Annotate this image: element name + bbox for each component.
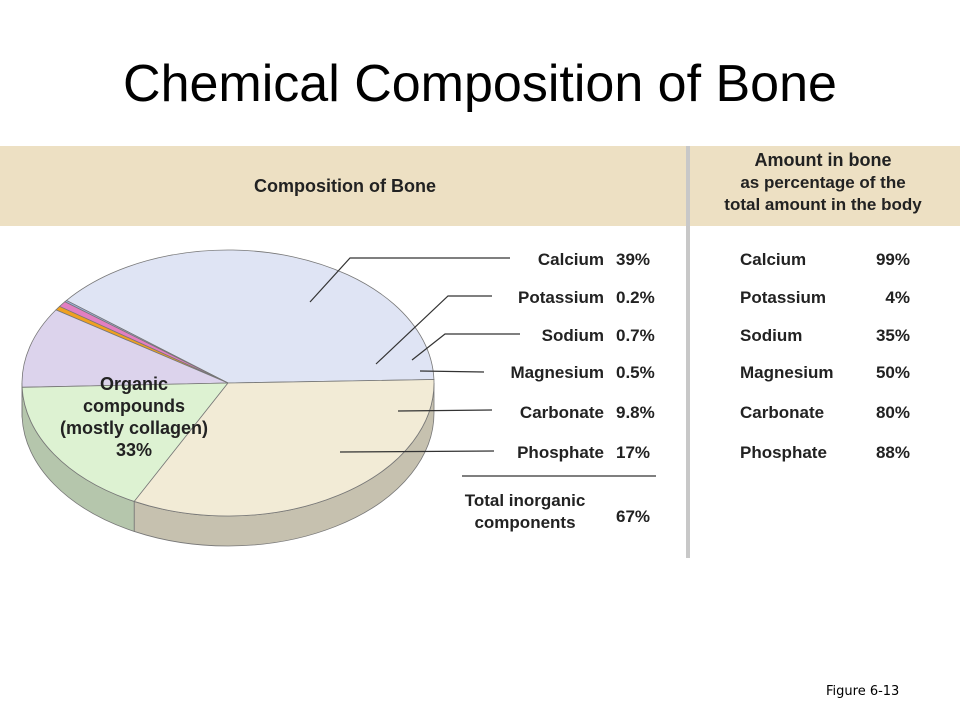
total-label: components	[474, 513, 575, 532]
composition-header-band	[0, 146, 686, 226]
figure-label: Figure 6-13	[826, 684, 900, 699]
leader-line	[411, 333, 520, 361]
leader-line	[375, 295, 492, 365]
table-row-name: Sodium	[740, 326, 802, 345]
table-row-value: 88%	[876, 443, 910, 462]
pie-slice-calcium	[65, 249, 435, 384]
table-row-name: Magnesium	[740, 363, 834, 382]
pie-label-name: Magnesium	[510, 363, 604, 382]
total-value: 67%	[616, 507, 650, 526]
amount-header-line: total amount in the body	[724, 195, 922, 214]
pie-label-value: 0.7%	[616, 326, 655, 345]
pie-label-value: 39%	[616, 250, 650, 269]
slide-title: Chemical Composition of Bone	[123, 55, 837, 113]
leader-line	[419, 370, 485, 373]
amount-header-line: as percentage of the	[740, 173, 905, 192]
pie-slice-carbonate	[21, 309, 229, 388]
table-row-name: Calcium	[740, 250, 806, 269]
leader-line	[339, 450, 495, 453]
pie-label-name: Calcium	[538, 250, 604, 269]
table-row-value: 35%	[876, 326, 910, 345]
organic-label: (mostly collagen)	[60, 418, 208, 438]
table-row-value: 80%	[876, 403, 910, 422]
composition-title: Composition of Bone	[254, 176, 436, 196]
pie-label-value: 0.5%	[616, 363, 655, 382]
pie-slice-organic	[133, 379, 435, 517]
amount-header-band	[690, 146, 960, 226]
pie-label-name: Carbonate	[520, 403, 604, 422]
pie-label-name: Phosphate	[517, 443, 604, 462]
pie-label-name: Potassium	[518, 288, 604, 307]
table-row-name: Phosphate	[740, 443, 827, 462]
pie-label-value: 17%	[616, 443, 650, 462]
leader-line	[309, 257, 510, 303]
pie-label-value: 9.8%	[616, 403, 655, 422]
pie-label-value: 0.2%	[616, 288, 655, 307]
table-row-value: 50%	[876, 363, 910, 382]
table-row-value: 4%	[885, 288, 910, 307]
pie-slice-phosphate	[21, 382, 229, 502]
column-divider	[686, 146, 690, 558]
organic-label: Organic	[100, 374, 168, 394]
table-row-name: Potassium	[740, 288, 826, 307]
organic-label: 33%	[116, 440, 152, 460]
organic-label: compounds	[83, 396, 185, 416]
leader-line	[397, 409, 493, 412]
table-row-value: 99%	[876, 250, 910, 269]
table-row-name: Carbonate	[740, 403, 824, 422]
pie-label-name: Sodium	[542, 326, 604, 345]
amount-header-line: Amount in bone	[755, 150, 892, 170]
total-label: Total inorganic	[465, 491, 586, 510]
